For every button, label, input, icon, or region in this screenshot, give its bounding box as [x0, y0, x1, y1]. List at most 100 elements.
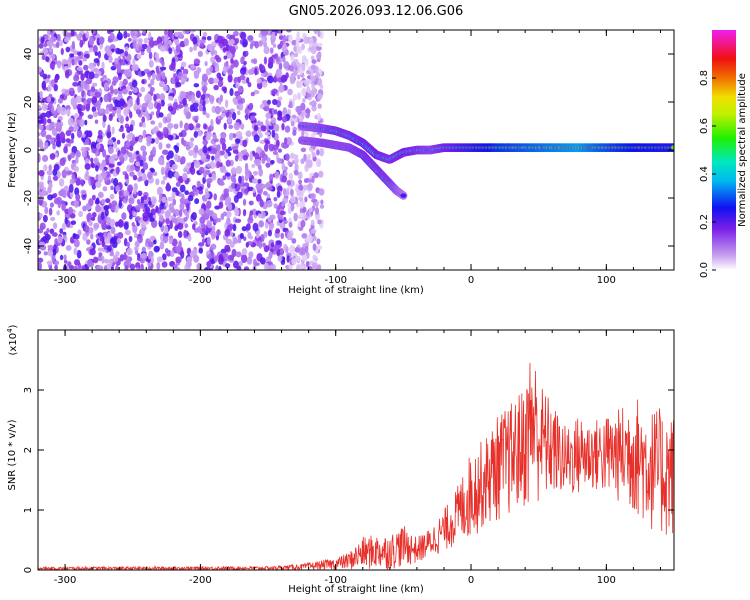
heatmap-cell: [311, 175, 315, 184]
heatmap-cell: [71, 58, 76, 66]
heatmap-cell: [156, 36, 163, 45]
heatmap-cell: [45, 134, 52, 140]
heatmap-cell: [159, 203, 165, 210]
heatmap-cell: [256, 196, 262, 202]
heatmap-cell: [218, 201, 224, 209]
heatmap-cell: [227, 68, 234, 76]
heatmap-cell: [101, 198, 106, 204]
heatmap-cell: [210, 56, 216, 64]
heatmap-cell: [144, 94, 149, 103]
heatmap-cell: [167, 170, 174, 179]
x-tick-label: -100: [324, 275, 347, 286]
heatmap-cell: [51, 63, 55, 71]
heatmap-cell: [300, 219, 306, 228]
heatmap-cell: [231, 111, 237, 121]
heatmap-cell: [261, 80, 268, 88]
heatmap-cell: [120, 146, 127, 155]
heatmap-cell: [106, 225, 112, 230]
heatmap-cell: [38, 42, 44, 49]
heatmap-cell: [289, 65, 295, 72]
heatmap-cell: [49, 202, 55, 208]
heatmap-cell: [115, 185, 120, 192]
heatmap-cell: [173, 123, 179, 130]
heatmap-cell: [311, 261, 319, 270]
heatmap-cell: [85, 170, 89, 177]
heatmap-cell: [278, 34, 284, 41]
heatmap-cell: [166, 161, 171, 168]
heatmap-cell: [314, 206, 320, 215]
heatmap-cell: [75, 193, 81, 201]
heatmap-cell: [274, 171, 280, 179]
heatmap-cell: [168, 47, 173, 55]
heatmap-cell: [310, 193, 317, 200]
heatmap-cell: [202, 110, 207, 116]
heatmap-cell: [50, 97, 55, 102]
heatmap-cell: [180, 156, 186, 165]
heatmap-cell: [94, 91, 101, 98]
heatmap-cell: [242, 208, 247, 217]
heatmap-cell: [118, 190, 123, 196]
heatmap-cell: [109, 218, 116, 227]
heatmap-cell: [243, 236, 247, 241]
chart-title: GN05.2026.093.12.06.G06: [289, 4, 464, 19]
heatmap-cell: [238, 157, 243, 162]
heatmap-cell: [98, 252, 103, 257]
heatmap-cell: [264, 131, 271, 136]
heatmap-cell: [50, 53, 56, 60]
heatmap-cell: [73, 247, 78, 256]
heatmap-cell: [61, 202, 66, 211]
heatmap-cell: [170, 250, 175, 258]
heatmap-cell: [59, 228, 64, 234]
heatmap-cell: [271, 98, 278, 106]
heatmap-cell: [251, 178, 258, 184]
heatmap-cell: [231, 248, 237, 258]
heatmap-cell: [248, 200, 254, 206]
heatmap-cell: [203, 81, 208, 86]
heatmap-cell: [42, 73, 48, 80]
heatmap-cell: [136, 96, 140, 106]
heatmap-cell: [205, 187, 209, 195]
heatmap-cell: [119, 49, 125, 54]
heatmap-cell: [277, 110, 282, 117]
heatmap-cell: [146, 135, 152, 144]
heatmap-cell: [206, 220, 213, 229]
heatmap-cell: [115, 166, 120, 175]
heatmap-cell: [192, 186, 198, 193]
heatmap-cell: [286, 30, 292, 33]
heatmap-cell: [47, 249, 54, 257]
heatmap-cell: [132, 87, 138, 94]
heatmap-cell: [300, 102, 306, 111]
heatmap-cell: [271, 88, 278, 95]
heatmap-cell: [312, 235, 317, 241]
heatmap-cell: [136, 53, 142, 60]
heatmap-cell: [69, 152, 76, 159]
heatmap-cell: [52, 175, 59, 181]
heatmap-cell: [283, 243, 288, 252]
heatmap-cell: [312, 156, 317, 162]
heatmap-cell: [255, 146, 262, 154]
heatmap-cell: [202, 176, 206, 184]
heatmap-cell: [306, 79, 312, 84]
heatmap-cell: [257, 213, 262, 219]
heatmap-cell: [104, 237, 111, 244]
heatmap-cell: [148, 51, 153, 60]
heatmap-cell: [63, 146, 68, 154]
heatmap-cell: [54, 264, 58, 270]
heatmap-cell: [185, 106, 190, 112]
heatmap-cell: [223, 188, 229, 195]
heatmap-cell: [206, 131, 212, 138]
heatmap-cell: [155, 205, 159, 213]
heatmap-cell: [162, 149, 169, 155]
heatmap-cell: [135, 205, 141, 211]
heatmap-cell: [103, 82, 109, 91]
heatmap-cell: [243, 267, 249, 270]
heatmap-cell: [290, 203, 295, 212]
heatmap-cell: [238, 175, 242, 184]
heatmap-cell: [287, 88, 293, 96]
heatmap-cell: [96, 143, 101, 150]
x-tick-label: -100: [324, 575, 347, 586]
heatmap-cell: [193, 254, 200, 263]
heatmap-cell: [70, 30, 75, 37]
